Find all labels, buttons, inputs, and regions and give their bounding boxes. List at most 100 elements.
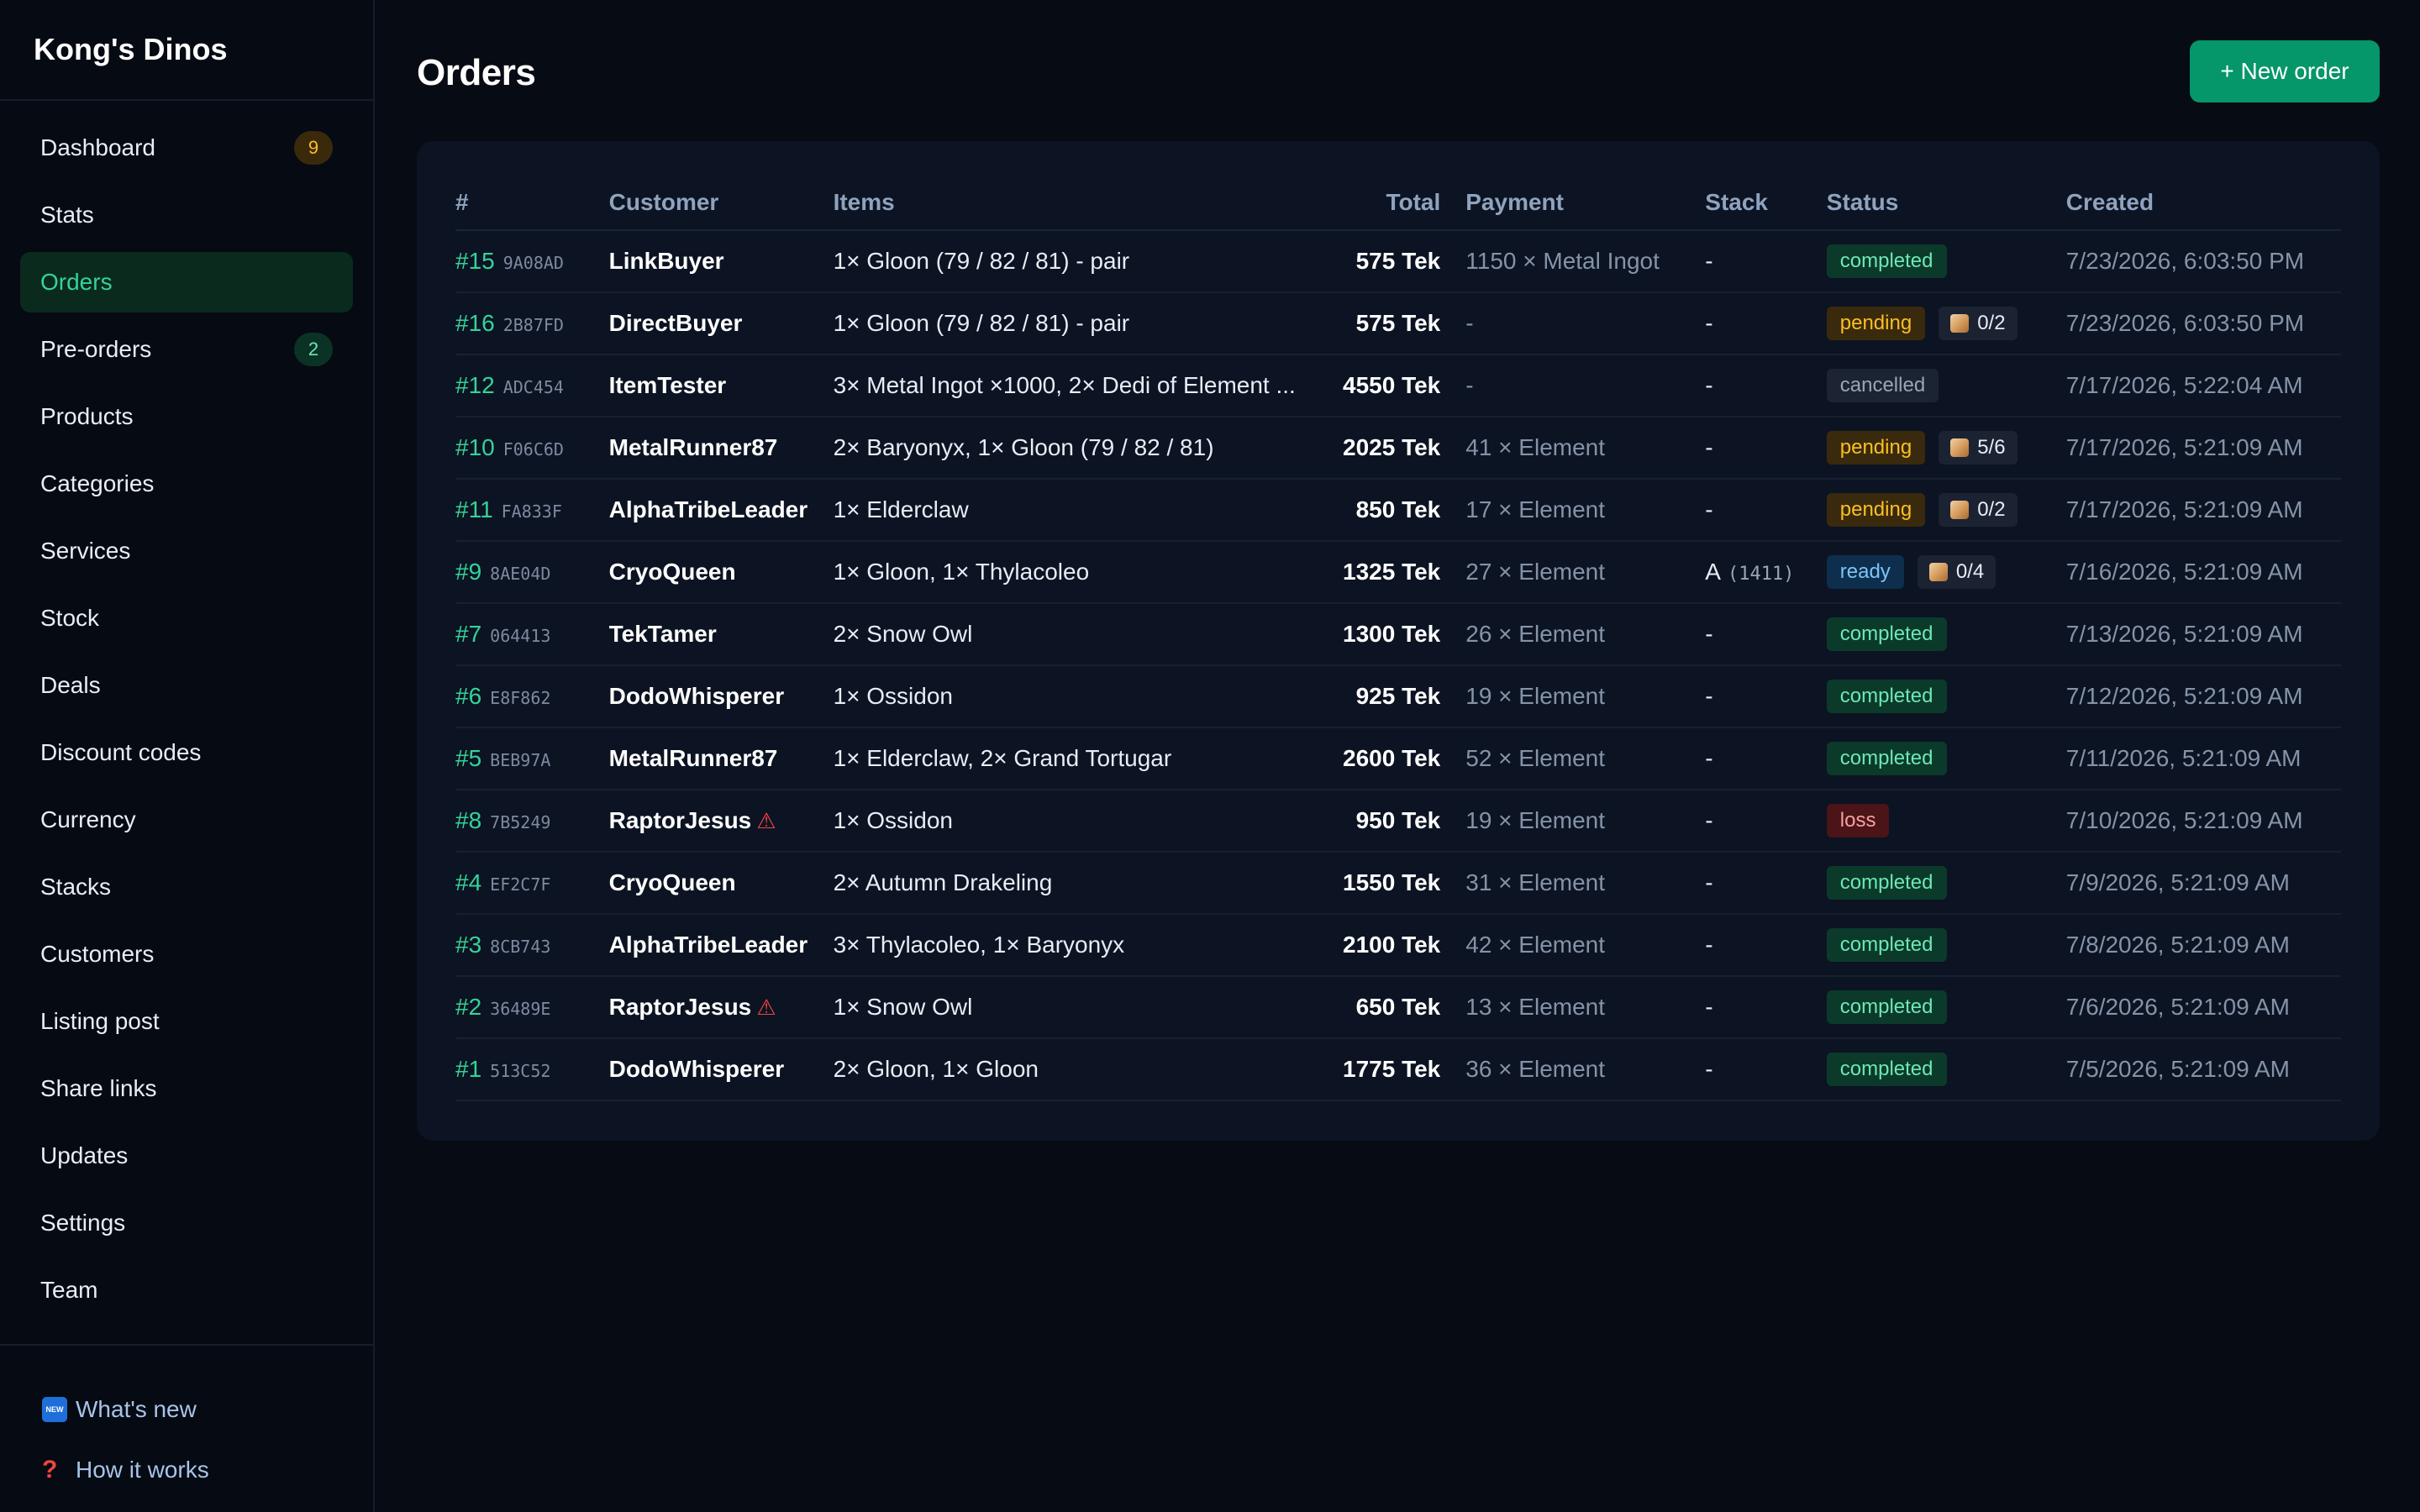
customer-name[interactable]: MetalRunner87 (608, 745, 778, 771)
col-header-status[interactable]: Status (1826, 175, 2066, 231)
table-row[interactable]: #15 9A08AD LinkBuyer 1× Gloon (79 / 82 / 81… (455, 230, 2341, 293)
customer-name[interactable]: CryoQueen (608, 559, 736, 585)
col-header-customer[interactable]: Customer (608, 175, 834, 231)
order-number[interactable]: #12 (455, 372, 495, 398)
order-number[interactable]: #16 (455, 310, 495, 336)
cell-created: 7/10/2026, 5:21:09 AM (2065, 790, 2341, 853)
cell-order-number[interactable]: #15 9A08AD (455, 230, 609, 293)
col-header-items[interactable]: Items (833, 175, 1339, 231)
customer-name[interactable]: TekTamer (608, 621, 717, 647)
customer-name[interactable]: MetalRunner87 (608, 434, 778, 460)
cell-stack: - (1705, 417, 1827, 480)
customer-name[interactable]: DirectBuyer (608, 310, 743, 336)
order-number[interactable]: #1 (455, 1056, 482, 1082)
how-it-works-link[interactable]: ? How it works (42, 1440, 373, 1500)
cell-order-number[interactable]: #1 513C52 (455, 1038, 609, 1101)
order-number[interactable]: #5 (455, 745, 482, 771)
status-group: pending 0/2 (1826, 307, 2066, 340)
customer-name[interactable]: LinkBuyer (608, 248, 724, 274)
col-header-stack[interactable]: Stack (1705, 175, 1827, 231)
cell-order-number[interactable]: #5 BEB97A (455, 727, 609, 790)
table-row[interactable]: #3 8CB743 AlphaTribeLeader 3× Thylacoleo, 1… (455, 914, 2341, 977)
items-text: 1× Gloon (79 / 82 / 81) - pair (833, 310, 1130, 336)
sidebar-item-pre-orders[interactable]: Pre-orders 2 (20, 319, 353, 380)
col-header-created[interactable]: Created (2065, 175, 2341, 231)
order-number[interactable]: #7 (455, 621, 482, 647)
customer-name[interactable]: RaptorJesus (608, 807, 752, 833)
order-number[interactable]: #6 (455, 683, 482, 709)
customer-name[interactable]: AlphaTribeLeader (608, 932, 808, 958)
created-timestamp: 7/12/2026, 5:21:09 AM (2065, 683, 2303, 709)
customer-name[interactable]: ItemTester (608, 372, 727, 398)
table-row[interactable]: #7 064413 TekTamer 2× Snow Owl 1300 Tek 26 × … (455, 603, 2341, 666)
table-row[interactable]: #10 F06C6D MetalRunner87 2× Baryonyx, 1× Gl… (455, 417, 2341, 480)
sidebar-item-deals[interactable]: Deals (20, 655, 353, 716)
table-row[interactable]: #12 ADC454 ItemTester 3× Metal Ingot ×1000,… (455, 354, 2341, 417)
order-number[interactable]: #3 (455, 932, 482, 958)
order-number[interactable]: #15 (455, 248, 495, 274)
order-number[interactable]: #9 (455, 559, 482, 585)
sidebar-item-stacks[interactable]: Stacks (20, 857, 353, 917)
sidebar-item-currency[interactable]: Currency (20, 790, 353, 850)
sidebar-item-dashboard[interactable]: Dashboard 9 (20, 118, 353, 178)
cell-order-number[interactable]: #9 8AE04D (455, 541, 609, 604)
cell-order-number[interactable]: #7 064413 (455, 603, 609, 666)
cell-total: 850 Tek (1339, 479, 1466, 542)
sidebar-item-discount-codes[interactable]: Discount codes (20, 722, 353, 783)
sidebar-item-categories[interactable]: Categories (20, 454, 353, 514)
sidebar-item-orders[interactable]: Orders (20, 252, 353, 312)
cell-order-number[interactable]: #2 36489E (455, 976, 609, 1039)
customer-name[interactable]: CryoQueen (608, 869, 736, 895)
cell-order-number[interactable]: #6 E8F862 (455, 665, 609, 728)
table-row[interactable]: #4 EF2C7F CryoQueen 2× Autumn Drakeling 1550… (455, 852, 2341, 915)
sidebar-item-products[interactable]: Products (20, 386, 353, 447)
sidebar-item-customers[interactable]: Customers (20, 924, 353, 984)
col-header-payment[interactable]: Payment (1465, 175, 1706, 231)
brand-logo[interactable]: Kong's Dinos (0, 0, 373, 101)
table-row[interactable]: #9 8AE04D CryoQueen 1× Gloon, 1× Thylacoleo… (455, 541, 2341, 604)
customer-name[interactable]: DodoWhisperer (608, 683, 785, 709)
order-number[interactable]: #11 (455, 496, 493, 522)
new-order-button[interactable]: + New order (2190, 40, 2380, 102)
order-number[interactable]: #4 (455, 869, 482, 895)
total-amount: 1300 Tek (1343, 621, 1441, 647)
cell-stack: - (1705, 790, 1827, 853)
sidebar-item-stock[interactable]: Stock (20, 588, 353, 648)
sidebar-item-label: Settings (40, 1210, 126, 1236)
orders-table-body: #15 9A08AD LinkBuyer 1× Gloon (79 / 82 / 81… (455, 230, 2341, 1101)
sidebar-item-stats[interactable]: Stats (20, 185, 353, 245)
cell-order-number[interactable]: #4 EF2C7F (455, 852, 609, 915)
col-header-num[interactable]: # (455, 175, 609, 231)
customer-name[interactable]: RaptorJesus (608, 994, 752, 1020)
sidebar-item-label: Deals (40, 672, 101, 698)
sidebar-item-updates[interactable]: Updates (20, 1126, 353, 1186)
table-row[interactable]: #5 BEB97A MetalRunner87 1× Elderclaw, 2× Gr… (455, 727, 2341, 790)
table-row[interactable]: #1 513C52 DodoWhisperer 2× Gloon, 1× Gloon 1… (455, 1038, 2341, 1101)
order-number[interactable]: #10 (455, 434, 495, 460)
table-row[interactable]: #16 2B87FD DirectBuyer 1× Gloon (79 / 82 / … (455, 292, 2341, 355)
customer-name[interactable]: AlphaTribeLeader (608, 496, 808, 522)
cell-order-number[interactable]: #12 ADC454 (455, 354, 609, 417)
table-row[interactable]: #8 7B5249 RaptorJesus ⚠ 1× Ossidon 950 Tek 19 … (455, 790, 2341, 853)
order-number[interactable]: #8 (455, 807, 482, 833)
sidebar-item-settings[interactable]: Settings (20, 1193, 353, 1253)
status-group: cancelled (1826, 369, 2066, 402)
sidebar-item-share-links[interactable]: Share links (20, 1058, 353, 1119)
col-header-total[interactable]: Total (1339, 175, 1466, 231)
table-row[interactable]: #2 36489E RaptorJesus ⚠ 1× Snow Owl 650 Tek 13… (455, 976, 2341, 1039)
cell-order-number[interactable]: #16 2B87FD (455, 292, 609, 355)
sidebar-item-services[interactable]: Services (20, 521, 353, 581)
total-amount: 1775 Tek (1343, 1056, 1441, 1082)
customer-name[interactable]: DodoWhisperer (608, 1056, 785, 1082)
order-number[interactable]: #2 (455, 994, 482, 1020)
cell-order-number[interactable]: #11 FA833F (455, 479, 609, 542)
sidebar-item-team[interactable]: Team (20, 1260, 353, 1320)
whats-new-link[interactable]: NEW What's new (42, 1379, 373, 1440)
cell-order-number[interactable]: #8 7B5249 (455, 790, 609, 853)
sidebar-item-listing-post[interactable]: Listing post (20, 991, 353, 1052)
table-row[interactable]: #6 E8F862 DodoWhisperer 1× Ossidon 925 Tek 19… (455, 665, 2341, 728)
cell-order-number[interactable]: #10 F06C6D (455, 417, 609, 480)
box-icon (1950, 501, 1970, 519)
cell-order-number[interactable]: #3 8CB743 (455, 914, 609, 977)
table-row[interactable]: #11 FA833F AlphaTribeLeader 1× Elderclaw 850… (455, 479, 2341, 542)
